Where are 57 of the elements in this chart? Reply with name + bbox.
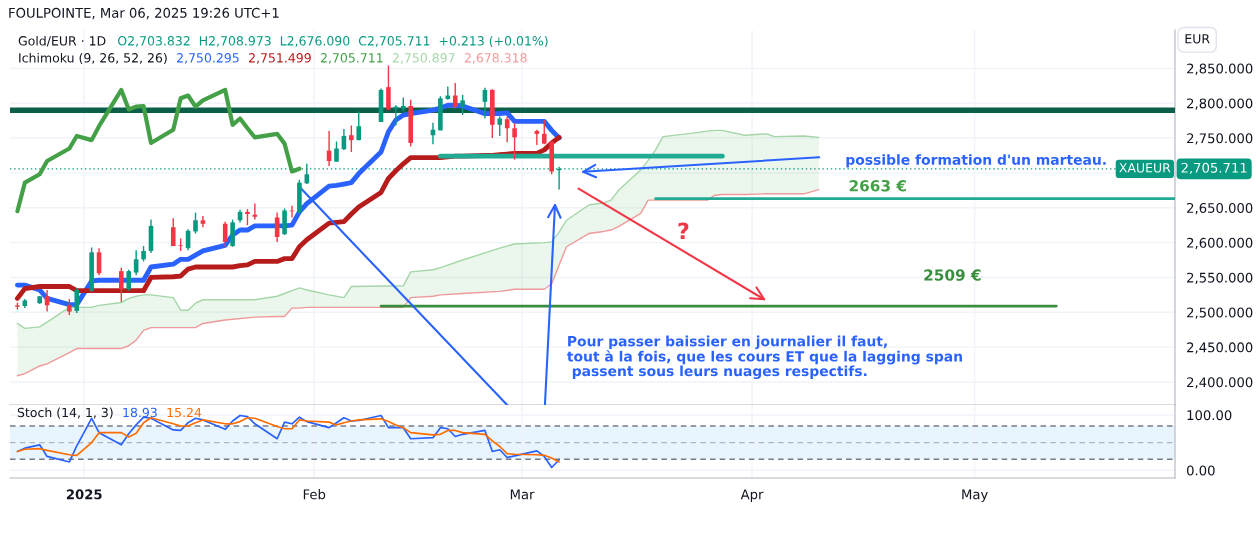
text: 2,705.711 bbox=[1181, 162, 1247, 175]
annotation: Pour passer baissier en journalier il faut, tout à la fois, que les cours ET que la lagging span passent sous leurs nuages respectifs. bbox=[567, 335, 962, 379]
candlestick bbox=[349, 124, 354, 153]
candlestick bbox=[74, 287, 80, 314]
annotation: 2663 € bbox=[849, 180, 906, 192]
candlestick bbox=[534, 128, 540, 146]
x-tick-label: May bbox=[962, 489, 988, 502]
candlestick bbox=[230, 218, 235, 248]
y-tick-label: 2,850.000 bbox=[1187, 63, 1253, 75]
y-tick-label: 2,550.000 bbox=[1187, 272, 1253, 284]
candlestick bbox=[119, 266, 124, 303]
annotation: 2,751.499 bbox=[248, 53, 311, 64]
annotation: O2,703.832 H2,708.973 L2,676.090 C2,705.711 +0.213 (+0.01%) bbox=[117, 35, 548, 48]
x-tick-label: Mar bbox=[510, 489, 535, 500]
annotation: 2,705.711 bbox=[320, 53, 383, 64]
annotation: 18.93 bbox=[123, 407, 157, 418]
y-tick-label: 2,650.000 bbox=[1187, 202, 1253, 215]
annotation: 2,678.318 bbox=[464, 53, 527, 64]
candlestick bbox=[193, 211, 198, 235]
annotation: ? bbox=[678, 222, 689, 240]
line-series bbox=[16, 129, 820, 330]
candlestick bbox=[282, 207, 287, 236]
chart-title: Stoch (14, 1, 3) bbox=[17, 407, 113, 419]
y-tick-label: 2,800.000 bbox=[1187, 98, 1253, 110]
chart-title: Gold/EUR · 1D bbox=[18, 35, 106, 47]
candlestick bbox=[200, 215, 206, 228]
candlestick bbox=[541, 119, 547, 146]
line-series bbox=[15, 87, 302, 214]
ref-line-label: XAUEUR bbox=[1119, 163, 1171, 173]
y-tick-label: 2,500.000 bbox=[1187, 307, 1253, 319]
candlestick bbox=[497, 115, 503, 137]
annotation: 2509 € bbox=[924, 269, 981, 281]
x-tick-label: Feb bbox=[303, 489, 326, 500]
x-tick-label: Apr bbox=[740, 489, 764, 502]
y-tick-label: 2,450.000 bbox=[1187, 342, 1253, 354]
annotation: possible formation d'un marteau. bbox=[846, 154, 1106, 168]
y-tick-label: 2,400.000 bbox=[1187, 377, 1253, 389]
annotation: 2,750.897 bbox=[392, 53, 455, 64]
y-axis-title: EUR bbox=[1185, 34, 1210, 44]
text: FOULPOINTE, Mar 06, 2025 19:26 UTC+1 bbox=[9, 7, 279, 20]
y-tick-label: 2,750.000 bbox=[1187, 133, 1253, 145]
y-tick-label: 2,600.000 bbox=[1187, 237, 1253, 250]
candlestick bbox=[386, 64, 391, 111]
candlestick bbox=[133, 249, 139, 277]
annotation: 2,750.295 bbox=[177, 53, 239, 64]
annotation: Ichimoku (9, 26, 52, 26) bbox=[19, 52, 167, 65]
candlestick bbox=[170, 217, 176, 247]
candlestick bbox=[356, 110, 362, 141]
y-tick-label: 0.00 bbox=[1186, 465, 1215, 476]
annotation: 15.24 bbox=[167, 407, 202, 418]
x-tick-label: 2025 bbox=[66, 489, 102, 500]
candlestick bbox=[126, 269, 132, 292]
candlestick bbox=[460, 94, 465, 116]
candlestick bbox=[452, 82, 458, 110]
candlestick bbox=[512, 122, 517, 161]
candlestick bbox=[334, 140, 339, 163]
y-tick-label: 100.00 bbox=[1187, 410, 1232, 421]
